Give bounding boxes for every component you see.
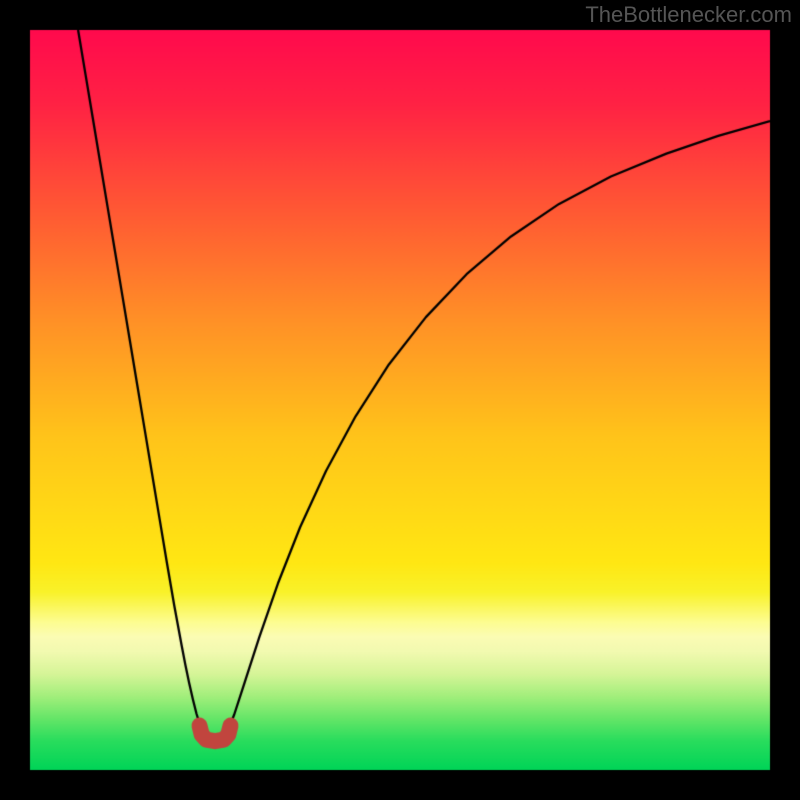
chart-stage: TheBottlenecker.com [0,0,800,800]
watermark-text: TheBottlenecker.com [585,2,792,28]
bottleneck-chart-canvas [0,0,800,800]
